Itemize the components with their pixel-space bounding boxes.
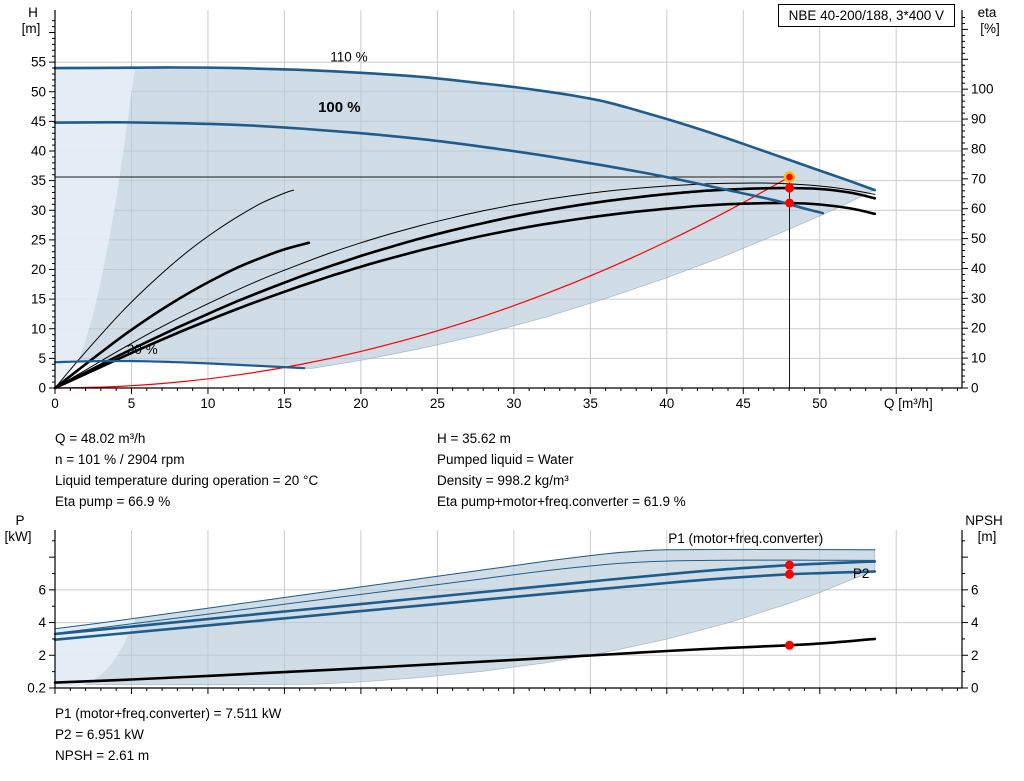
info-line-liquid: Pumped liquid = Water	[437, 452, 574, 467]
x-tick-label: 20	[353, 396, 368, 411]
y-left-tick-label: 20	[31, 262, 46, 277]
y-left-tick-label: 30	[31, 203, 46, 218]
y-left-tick-label: 15	[31, 292, 46, 307]
y-left-tick-label: 10	[31, 321, 46, 336]
x-tick-label: 30	[506, 396, 521, 411]
x-tick-label: 5	[128, 396, 136, 411]
y-left-tick-label: 6	[38, 582, 46, 597]
info-line-q: Q = 48.02 m³/h	[55, 431, 146, 446]
eta-pump-point	[785, 183, 794, 193]
x-tick-label: 45	[736, 396, 751, 411]
region-low-flow-wedge	[55, 618, 136, 688]
y-right-tick-label: 20	[971, 321, 986, 336]
duty-point[interactable]	[783, 171, 796, 183]
y-right-tick-label: 80	[971, 141, 986, 156]
y-right-tick-label: 0	[971, 381, 979, 396]
region-power-envelope	[54, 549, 876, 686]
curve-system-curve	[54, 176, 791, 389]
axes: 0.2 2 4 6 0 2 4 6 P[kW] NPSH[m]	[5, 513, 1003, 696]
hq-eta-chart: 110 %100 %30 %05101520253035404550550102…	[22, 5, 1000, 411]
y-left-tick-label: 40	[31, 144, 46, 159]
y-left-tick-label: 45	[31, 114, 46, 129]
label-speed-30: 30 %	[127, 342, 158, 357]
x-tick-label: 50	[812, 396, 827, 411]
y-right-axis-title: NPSH	[965, 513, 1003, 528]
x-tick-label: 35	[583, 396, 598, 411]
eta-total-point	[785, 198, 794, 208]
y-right-tick-label: 30	[971, 291, 986, 306]
p2-point	[785, 569, 794, 579]
y-left-axis-title: P	[15, 513, 24, 528]
label-speed-110: 110 %	[330, 50, 367, 65]
label-p1: P1 (motor+freq.converter)	[668, 531, 823, 546]
curve-speed-curve-100	[53, 120, 825, 215]
x-tick-label: 25	[430, 396, 445, 411]
y-right-tick-label: 100	[971, 82, 994, 97]
label-speed-100: 100 %	[318, 99, 361, 116]
y-left-axis-title: H	[28, 5, 38, 20]
x-tick-label: 15	[277, 396, 292, 411]
info-line-eta-total: Eta pump+motor+freq.converter = 61.9 %	[437, 494, 686, 509]
y-left-tick-label: 0	[38, 381, 46, 396]
y-left-tick-label: 50	[31, 84, 46, 99]
y-left-tick-label: 2	[38, 648, 46, 663]
info-line-h: H = 35.62 m	[437, 431, 511, 446]
curve-eta-total-curve	[53, 201, 877, 390]
y-left-tick-label: 35	[31, 173, 46, 188]
y-left-tick-label: 5	[38, 351, 46, 366]
curve-eta-curve-thin	[54, 182, 876, 389]
info-line-density: Density = 998.2 kg/m³	[437, 473, 569, 488]
x-axis-title: Q [m³/h]	[884, 396, 933, 411]
region-operating-envelope	[54, 67, 876, 369]
curve-p1-curve	[53, 560, 877, 636]
y-right-tick-label: 40	[971, 261, 986, 276]
y-right-tick-label: 2	[971, 648, 979, 663]
y-left-axis-unit: [kW]	[5, 529, 32, 544]
y-left-tick-label: 0.2	[27, 681, 46, 696]
info-line-n: n = 101 % / 2904 rpm	[55, 452, 185, 467]
info-line-temperature: Liquid temperature during operation = 20…	[55, 473, 319, 488]
info-line-p1: P1 (motor+freq.converter) = 7.511 kW	[55, 706, 282, 721]
y-right-axis-unit: [%]	[980, 21, 1000, 36]
info-line-eta-pump: Eta pump = 66.9 %	[55, 494, 171, 509]
npsh-point	[785, 640, 794, 650]
duty-info-right: H = 35.62 m Pumped liquid = Water Densit…	[437, 428, 686, 512]
pump-title-box: NBE 40-200/188, 3*400 V	[777, 4, 955, 27]
power-npsh-chart: P1 (motor+freq.converter) P2 0.2 2 4 6 0 2 4 6 P[k…	[5, 513, 1003, 696]
y-right-tick-label: 6	[971, 582, 979, 597]
x-tick-label: 10	[200, 396, 215, 411]
duty-info-left: Q = 48.02 m³/h n = 101 % / 2904 rpm Liqu…	[55, 428, 318, 512]
info-line-npsh: NPSH = 2.61 m	[55, 748, 150, 763]
axes: 0510152025303540455055010203040506070809…	[22, 5, 1000, 411]
x-tick-label: 0	[51, 396, 59, 411]
y-right-tick-label: 70	[971, 171, 986, 186]
curve-p2-max-curve	[54, 559, 876, 634]
x-tick-label: 40	[659, 396, 674, 411]
y-right-tick-label: 4	[971, 615, 979, 630]
y-right-tick-label: 0	[971, 681, 979, 696]
y-right-tick-label: 60	[971, 201, 986, 216]
power-info: P1 (motor+freq.converter) = 7.511 kW P2 …	[55, 703, 281, 766]
region-low-flow-wedge	[55, 67, 136, 388]
curve-eta-partial-thick	[53, 241, 311, 390]
y-right-tick-label: 50	[971, 231, 986, 246]
y-right-tick-label: 10	[971, 351, 986, 366]
p1-point	[785, 560, 794, 570]
y-left-tick-label: 4	[38, 615, 46, 630]
curve-speed-curve-30	[53, 359, 306, 370]
y-right-tick-label: 90	[971, 112, 986, 127]
y-right-axis-title: eta	[978, 5, 997, 20]
info-line-p2: P2 = 6.951 kW	[55, 727, 144, 742]
curve-p1-max-curve	[54, 548, 876, 630]
y-right-axis-unit: [m]	[978, 529, 997, 544]
y-left-tick-label: 55	[31, 55, 46, 70]
curve-p2-curve	[53, 570, 877, 641]
y-left-axis-unit: [m]	[22, 21, 41, 36]
curve-eta-pump-curve	[53, 186, 877, 390]
y-left-tick-label: 25	[31, 232, 46, 247]
curve-eta-partial-thin	[54, 189, 295, 389]
curve-speed-curve-110	[53, 66, 877, 192]
label-p2: P2	[853, 566, 870, 581]
